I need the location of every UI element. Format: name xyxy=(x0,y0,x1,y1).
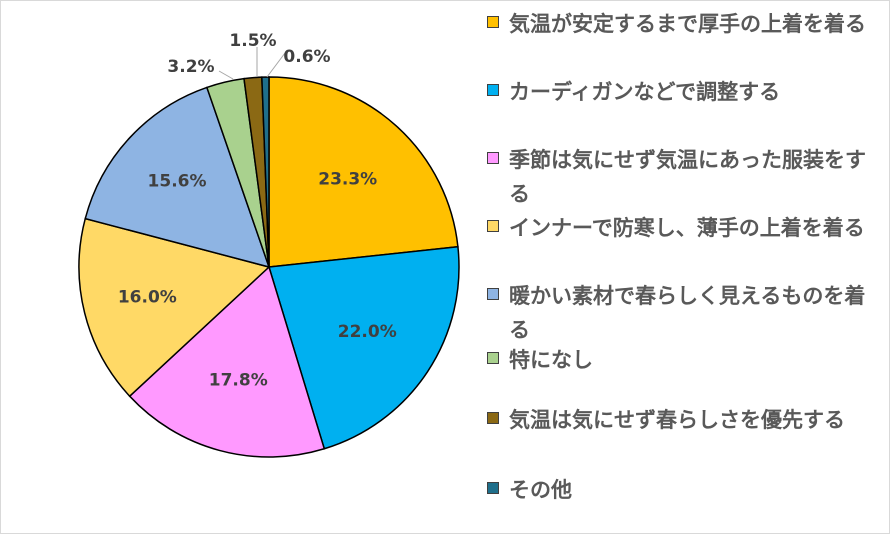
leader-line-6 xyxy=(218,70,234,80)
data-label-2: 22.0% xyxy=(338,322,397,342)
legend-item-7: 気温は気にせず春らしさを優先する xyxy=(487,403,887,437)
legend-label: 特になし xyxy=(509,348,593,372)
legend-swatch xyxy=(487,288,499,300)
legend-swatch xyxy=(487,220,499,232)
legend-item-6: 特になし xyxy=(487,343,887,377)
pie-slice-4 xyxy=(78,217,271,398)
pie-slice-5 xyxy=(84,86,271,269)
data-label-4: 16.0% xyxy=(118,287,177,307)
pie-slice-8 xyxy=(261,76,270,268)
data-label-6: 3.2% xyxy=(167,57,214,77)
legend-item-2: カーディガンなどで調整する xyxy=(487,75,887,109)
legend-swatch xyxy=(487,482,499,494)
data-labels: 23.3% 22.0% 17.8% 16.0% 15.6% 3.2% 1.5% 0.6% xyxy=(118,31,397,391)
data-label-5: 15.6% xyxy=(148,172,207,192)
data-label-8: 0.6% xyxy=(283,47,330,67)
legend-swatch xyxy=(487,152,499,164)
legend-swatch xyxy=(487,16,499,28)
legend-swatch xyxy=(487,352,499,364)
legend-label: 季節は気にせず気温にあった服装をする xyxy=(509,148,866,206)
legend-label: 気温は気にせず春らしさを優先する xyxy=(509,408,845,432)
pie-slice-3 xyxy=(128,265,326,458)
legend-item-1: 気温が安定するまで厚手の上着を着る xyxy=(487,7,887,41)
legend-swatch xyxy=(487,84,499,96)
legend-label: カーディガンなどで調整する xyxy=(509,80,781,104)
legend-item-8: その他 xyxy=(487,473,887,507)
leader-lines xyxy=(218,47,286,80)
legend-item-5: 暖かい素材で春らしく見えるものを着る xyxy=(487,279,887,347)
legend-label: インナーで防寒し、薄手の上着を着る xyxy=(509,216,865,240)
leader-line-8 xyxy=(266,52,286,78)
pie-slices xyxy=(78,76,460,458)
pie-slice-1 xyxy=(268,76,459,268)
legend-label: その他 xyxy=(509,478,572,502)
legend-label: 気温が安定するまで厚手の上着を着る xyxy=(509,12,866,36)
data-label-3: 17.8% xyxy=(209,371,268,391)
legend-item-3: 季節は気にせず気温にあった服装をする xyxy=(487,143,887,211)
legend-label: 暖かい素材で春らしく見えるものを着る xyxy=(509,284,866,342)
legend-item-4: インナーで防寒し、薄手の上着を着る xyxy=(487,211,887,245)
data-label-1: 23.3% xyxy=(318,169,377,189)
legend-swatch xyxy=(487,412,499,424)
pie-slice-2 xyxy=(268,245,460,450)
data-label-7: 1.5% xyxy=(229,31,276,51)
